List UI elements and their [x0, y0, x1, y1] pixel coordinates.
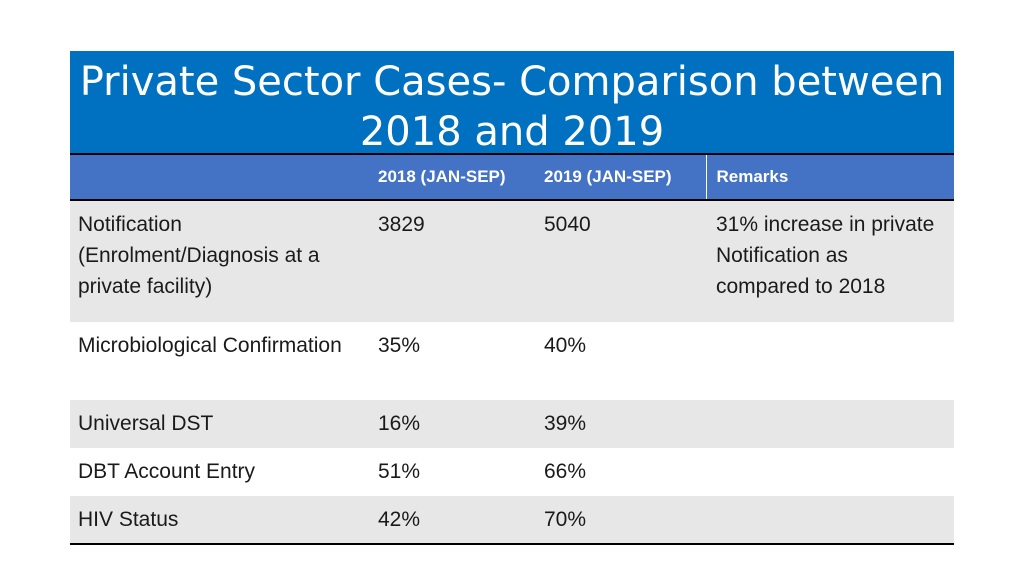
row-value-2019: 39%	[536, 400, 706, 448]
slide-title: Private Sector Cases- Comparison between…	[70, 51, 954, 155]
row-remarks: 31% increase in private Notification as …	[706, 200, 954, 322]
row-remarks	[706, 448, 954, 496]
row-value-2019: 5040	[536, 200, 706, 322]
comparison-table: 2018 (JAN-SEP) 2019 (JAN-SEP) Remarks No…	[70, 153, 954, 545]
row-remarks	[706, 496, 954, 544]
row-remarks	[706, 400, 954, 448]
table-row: Notification (Enrolment/Diagnosis at a p…	[70, 200, 954, 322]
row-value-2018: 35%	[370, 322, 536, 400]
header-2018: 2018 (JAN-SEP)	[370, 154, 536, 201]
row-remarks	[706, 322, 954, 400]
row-value-2018: 51%	[370, 448, 536, 496]
header-remarks: Remarks	[705, 154, 954, 201]
row-value-2019: 70%	[536, 496, 706, 544]
title-line-1: Private Sector Cases- Comparison between	[79, 59, 945, 105]
header-2019: 2019 (JAN-SEP)	[536, 154, 706, 201]
table-row: Microbiological Confirmation 35% 40%	[70, 322, 954, 400]
header-indicator	[70, 154, 370, 201]
row-value-2018: 3829	[370, 200, 536, 322]
row-indicator: Notification (Enrolment/Diagnosis at a p…	[70, 200, 370, 322]
title-line-2: 2018 and 2019	[359, 109, 665, 155]
table-header-row: 2018 (JAN-SEP) 2019 (JAN-SEP) Remarks	[70, 154, 954, 201]
row-value-2019: 66%	[536, 448, 706, 496]
table-row: HIV Status 42% 70%	[70, 496, 954, 544]
row-indicator: Universal DST	[70, 400, 370, 448]
row-value-2018: 16%	[370, 400, 536, 448]
row-value-2018: 42%	[370, 496, 536, 544]
row-indicator: Microbiological Confirmation	[70, 322, 370, 400]
row-indicator: HIV Status	[70, 496, 370, 544]
table-row: DBT Account Entry 51% 66%	[70, 448, 954, 496]
table-row: Universal DST 16% 39%	[70, 400, 954, 448]
row-value-2019: 40%	[536, 322, 706, 400]
row-indicator: DBT Account Entry	[70, 448, 370, 496]
